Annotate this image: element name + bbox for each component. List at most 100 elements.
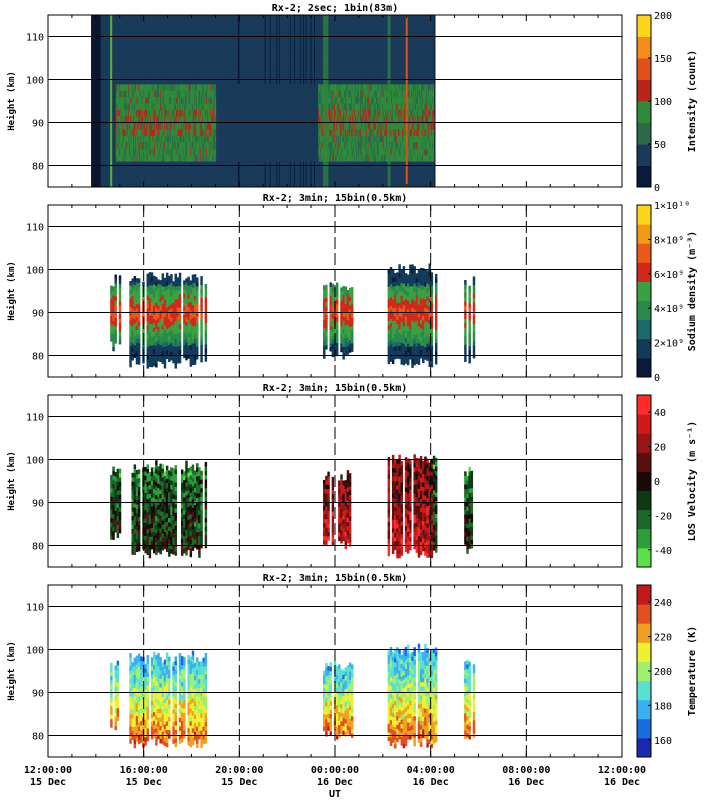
intensity-cell (132, 45, 134, 53)
intensity-cell (107, 38, 109, 46)
intensity-cell (117, 103, 119, 111)
intensity-cell (125, 180, 128, 187)
intensity-cell (145, 135, 148, 143)
intensity-cell (106, 148, 108, 156)
intensity-cell (143, 45, 145, 53)
intensity-cell (144, 161, 146, 169)
intensity-cell (133, 70, 135, 78)
intensity-cell (143, 38, 145, 46)
intensity-cell (115, 109, 118, 117)
intensity-column (142, 15, 144, 187)
intensity-cell (125, 148, 128, 156)
intensity-cell (125, 103, 128, 111)
intensity-cell (125, 32, 128, 40)
intensity-cell (121, 45, 123, 53)
intensity-cell (113, 83, 115, 91)
intensity-cell (143, 96, 145, 104)
intensity-cell (112, 77, 114, 85)
intensity-cell (141, 148, 143, 156)
intensity-cell (132, 51, 134, 59)
intensity-cell (115, 116, 118, 123)
intensity-cell (114, 96, 116, 104)
intensity-cell (108, 135, 110, 143)
intensity-cell (104, 19, 107, 27)
intensity-cell (138, 32, 140, 40)
intensity-cell (123, 128, 125, 136)
intensity-cell (141, 45, 143, 53)
intensity-cell (113, 180, 115, 187)
intensity-cell (132, 116, 134, 123)
intensity-cell (131, 141, 133, 149)
intensity-cell (115, 19, 118, 27)
intensity-cell (144, 122, 146, 130)
intensity-cell (106, 90, 108, 98)
intensity-cell (127, 141, 129, 149)
intensity-cell (125, 116, 128, 123)
intensity-cell (124, 25, 126, 33)
intensity-cell (116, 109, 118, 117)
intensity-cell (131, 77, 133, 85)
intensity-cell (106, 167, 108, 175)
intensity-cell (129, 154, 132, 162)
intensity-cell (124, 116, 127, 123)
intensity-cell (116, 83, 118, 91)
intensity-cell (114, 174, 117, 182)
intensity-cell (142, 161, 144, 169)
intensity-cell (120, 96, 123, 104)
intensity-cell (115, 15, 118, 20)
intensity-cell (125, 45, 128, 53)
intensity-cell (145, 174, 148, 182)
intensity-cell (105, 32, 107, 40)
intensity-cell (133, 135, 135, 143)
intensity-column (108, 15, 111, 187)
intensity-cell (103, 25, 105, 33)
intensity-cell (118, 154, 120, 162)
intensity-cell (112, 154, 114, 162)
intensity-cell (119, 64, 121, 72)
intensity-column (144, 15, 147, 187)
intensity-cell (125, 15, 128, 20)
intensity-cell (103, 103, 106, 111)
intensity-cell (129, 32, 131, 40)
intensity-cell (138, 90, 140, 98)
intensity-cell (124, 122, 127, 130)
intensity-cell (142, 180, 144, 187)
intensity-cell (139, 25, 141, 33)
intensity-cell (142, 109, 144, 117)
intensity-cell (130, 109, 133, 117)
intensity-cell (127, 103, 129, 111)
intensity-cell (121, 154, 123, 162)
intensity-cell (120, 51, 123, 59)
intensity-column (116, 15, 118, 187)
intensity-cell (121, 180, 123, 187)
intensity-cell (101, 135, 103, 143)
intensity-cell (139, 70, 141, 78)
intensity-cell (142, 19, 144, 27)
intensity-cell (105, 128, 107, 136)
intensity-cell (133, 161, 135, 169)
intensity-cell (103, 77, 105, 85)
intensity-cell (138, 64, 140, 72)
intensity-cell (125, 135, 128, 143)
intensity-cell (115, 64, 118, 72)
intensity-cell (127, 19, 129, 27)
intensity-cell (140, 148, 143, 156)
intensity-cell (120, 70, 123, 78)
intensity-cell (129, 90, 131, 98)
intensity-cell (129, 38, 131, 46)
intensity-cell (122, 161, 124, 169)
intensity-cell (135, 64, 138, 72)
intensity-cell (114, 90, 116, 98)
intensity-column (114, 15, 117, 187)
intensity-cell (117, 83, 119, 91)
intensity-cell (139, 135, 142, 143)
intensity-cell (142, 128, 144, 136)
intensity-cell (101, 83, 103, 91)
intensity-cell (137, 45, 139, 53)
intensity-cell (128, 135, 130, 143)
intensity-cell (142, 70, 144, 78)
intensity-cell (129, 180, 132, 187)
intensity-cell (136, 58, 138, 65)
intensity-cell (114, 96, 117, 104)
intensity-cell (134, 154, 136, 162)
